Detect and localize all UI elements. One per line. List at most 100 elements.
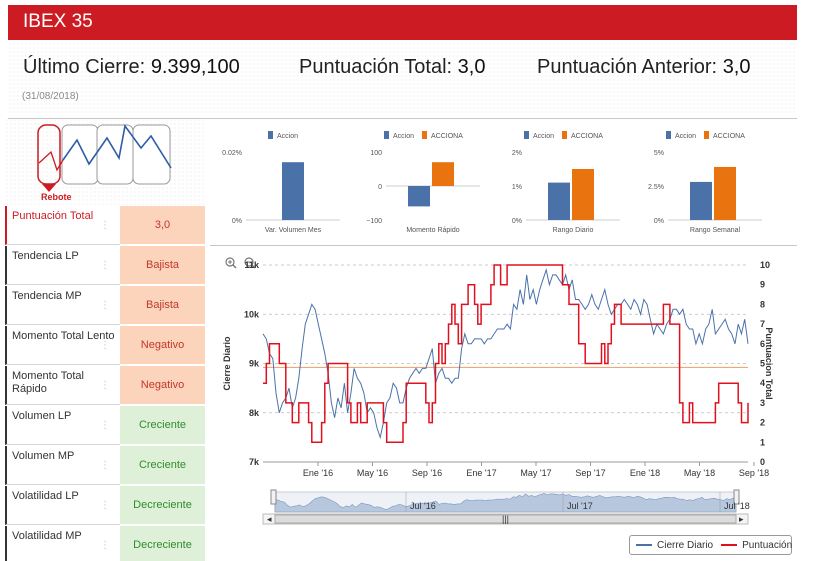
signal-label: Tendencia MP ⋮ bbox=[5, 286, 120, 325]
bar[interactable] bbox=[714, 166, 736, 220]
x-tick-label: Ene '18 bbox=[630, 468, 660, 478]
y-right-axis-title: Puntuacion Total bbox=[764, 327, 774, 399]
signal-row[interactable]: Momento Total Lento ⋮ Negativo bbox=[5, 326, 205, 365]
x-tick-label: Ene '17 bbox=[466, 468, 496, 478]
signal-label-text: Volumen MP bbox=[12, 450, 75, 462]
y-right-tick-label: 9 bbox=[760, 280, 765, 290]
legend-swatch bbox=[422, 131, 427, 139]
signal-row[interactable]: Volumen MP ⋮ Creciente bbox=[5, 446, 205, 485]
bar[interactable] bbox=[690, 181, 712, 220]
signal-value: Decreciente bbox=[120, 486, 205, 525]
bar[interactable] bbox=[432, 162, 454, 186]
drag-handle-icon[interactable]: ⋮ bbox=[100, 340, 110, 351]
y-tick-label: 2.5% bbox=[648, 184, 664, 191]
signal-value: Bajista bbox=[120, 286, 205, 325]
total-score-label: Puntuación Total: bbox=[299, 56, 453, 78]
pattern-line-blue bbox=[62, 124, 172, 169]
navigator-handle-left[interactable] bbox=[270, 489, 277, 505]
y-right-tick-label: 1 bbox=[760, 437, 765, 447]
navigator-area bbox=[274, 493, 737, 513]
scroll-left-icon[interactable]: ◂ bbox=[267, 514, 272, 524]
y-right-tick-label: 7 bbox=[760, 319, 765, 329]
signal-row[interactable]: Volatilidad LP ⋮ Decreciente bbox=[5, 486, 205, 525]
signal-row[interactable]: Tendencia MP ⋮ Bajista bbox=[5, 286, 205, 325]
pattern-line-red bbox=[38, 150, 64, 172]
signal-label-text: Volatilidad LP bbox=[12, 490, 79, 502]
scroll-right-icon[interactable]: ▸ bbox=[739, 514, 744, 524]
legend-label: Puntuación bbox=[742, 539, 793, 551]
pattern-selected-pointer bbox=[42, 184, 56, 192]
drag-handle-icon[interactable]: ⋮ bbox=[100, 540, 110, 551]
signal-label: Volumen LP ⋮ bbox=[5, 406, 120, 445]
drag-handle-icon[interactable]: ⋮ bbox=[100, 500, 110, 511]
y-left-tick-label: 10k bbox=[244, 309, 260, 319]
y-tick-label: −100 bbox=[366, 218, 382, 225]
series-line-puntuacion[interactable] bbox=[263, 264, 749, 444]
navigator-label: Jul '16 bbox=[410, 501, 436, 511]
mini-chart-rango-semanal: Accion ACCIONA 5% 2.5% 0% Rango Semanal bbox=[648, 131, 762, 234]
drag-handle-icon[interactable]: ⋮ bbox=[100, 300, 110, 311]
y-tick-label: 0% bbox=[654, 218, 664, 225]
y-left-tick-label: 11k bbox=[244, 260, 260, 270]
signal-label-text: Puntuación Total bbox=[12, 210, 94, 222]
signal-row[interactable]: Tendencia LP ⋮ Bajista bbox=[5, 246, 205, 285]
last-close: Último Cierre: 9.399,100 bbox=[23, 56, 240, 79]
y-tick-label: 1% bbox=[512, 184, 522, 191]
scroll-grip-icon[interactable]: ||| bbox=[502, 514, 509, 524]
divider bbox=[8, 118, 797, 119]
signal-value: Negativo bbox=[120, 366, 205, 405]
y-left-axis-title: Cierre Diario bbox=[222, 336, 232, 391]
legend-label: ACCIONA bbox=[713, 133, 745, 140]
mini-chart-volume: Accion 0.02% 0% Var. Volumen Mes bbox=[222, 131, 340, 234]
signal-label-text: Tendencia LP bbox=[12, 250, 79, 262]
legend-item-cierre[interactable]: Cierre Diario bbox=[636, 540, 713, 551]
bar[interactable] bbox=[282, 162, 304, 220]
navigator-label: Jul '17 bbox=[567, 501, 593, 511]
legend-swatch bbox=[721, 543, 738, 546]
legend-label: Accion bbox=[675, 133, 696, 140]
signal-row[interactable]: Volumen LP ⋮ Creciente bbox=[5, 406, 205, 445]
signal-value: Creciente bbox=[120, 446, 205, 485]
signal-value: Negativo bbox=[120, 326, 205, 365]
navigator-handle-right[interactable] bbox=[733, 489, 740, 505]
legend-swatch bbox=[636, 543, 652, 546]
signal-row[interactable]: Puntuación Total ⋮ 3,0 bbox=[5, 206, 205, 245]
drag-handle-icon[interactable]: ⋮ bbox=[100, 220, 110, 231]
legend-item-puntuacion[interactable]: Puntuación bbox=[721, 540, 792, 551]
drag-handle-icon[interactable]: ⋮ bbox=[100, 420, 110, 431]
signal-label: Momento Total Lento ⋮ bbox=[5, 326, 120, 365]
x-tick-label: Sep '18 bbox=[739, 468, 769, 478]
y-tick-label: 0% bbox=[512, 218, 522, 225]
drag-handle-icon[interactable]: ⋮ bbox=[100, 380, 110, 391]
last-close-value: 9.399,100 bbox=[150, 56, 240, 78]
scrollbar-thumb[interactable] bbox=[274, 514, 737, 524]
signal-label-text: Momento Total Lento bbox=[12, 330, 115, 342]
signal-row[interactable]: Momento Total Rápido ⋮ Negativo bbox=[5, 366, 205, 405]
previous-score-label: Puntuación Anterior: bbox=[537, 56, 718, 78]
drag-handle-icon[interactable]: ⋮ bbox=[100, 260, 110, 271]
x-tick-label: Sep '16 bbox=[412, 468, 442, 478]
y-tick-label: 0% bbox=[232, 218, 242, 225]
series-line-cierre[interactable] bbox=[262, 268, 749, 440]
bar[interactable] bbox=[548, 182, 570, 220]
summary-panel: Último Cierre: 9.399,100 Puntuación Tota… bbox=[8, 42, 797, 115]
zoom-out-icon[interactable] bbox=[244, 257, 256, 269]
bar[interactable] bbox=[572, 169, 594, 220]
legend-label: ACCIONA bbox=[431, 133, 463, 140]
signal-label: Puntuación Total ⋮ bbox=[5, 206, 120, 245]
signal-label: Volatilidad LP ⋮ bbox=[5, 486, 120, 525]
signal-value: Bajista bbox=[120, 246, 205, 285]
signal-label-text: Volatilidad MP bbox=[12, 530, 82, 542]
legend-swatch bbox=[524, 131, 529, 139]
y-tick-label: 5% bbox=[654, 150, 664, 157]
signal-row[interactable]: Volatilidad MP ⋮ Decreciente bbox=[5, 526, 205, 561]
y-right-tick-label: 8 bbox=[760, 299, 765, 309]
legend-swatch bbox=[562, 131, 567, 139]
zoom-in-icon[interactable] bbox=[225, 257, 237, 269]
chart-title: Momento Rápido bbox=[406, 227, 459, 234]
total-score-value: 3,0 bbox=[457, 56, 486, 78]
drag-handle-icon[interactable]: ⋮ bbox=[100, 460, 110, 471]
bar[interactable] bbox=[408, 186, 430, 207]
previous-score: Puntuación Anterior: 3,0 bbox=[537, 56, 751, 79]
